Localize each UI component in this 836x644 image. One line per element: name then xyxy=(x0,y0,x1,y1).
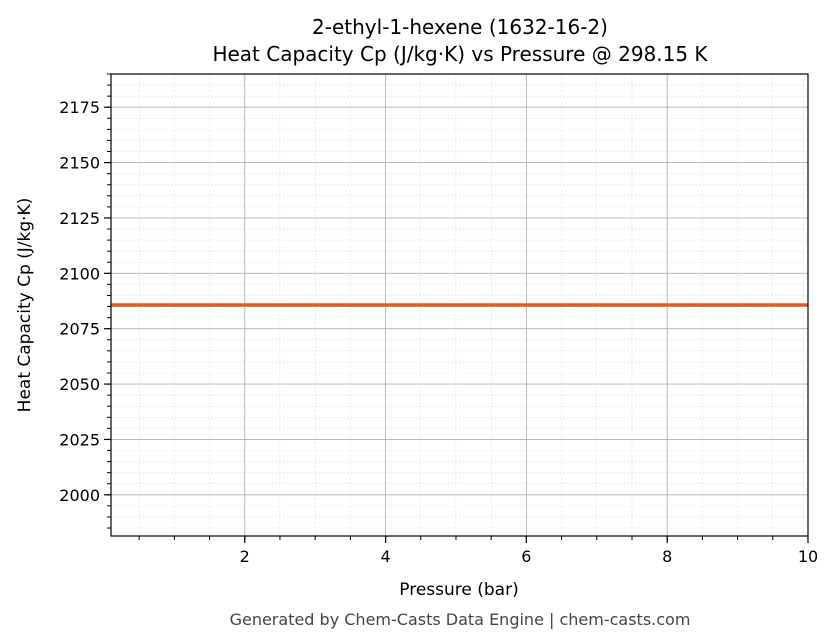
ticks: 2 4 6 8 10 2000 2025 2050 2075 2100 2125 2150 2175 xyxy=(59,73,818,566)
chart-title-line2: Heat Capacity Cp (J/kg·K) vs Pressure @ … xyxy=(212,42,708,66)
x-tick-label: 4 xyxy=(380,547,390,566)
x-tick-label: 8 xyxy=(662,547,672,566)
x-tick-label: 2 xyxy=(240,547,250,566)
x-tick-label: 10 xyxy=(798,547,818,566)
y-tick-label: 2025 xyxy=(59,430,100,449)
y-tick-label: 2075 xyxy=(59,320,100,339)
y-tick-label: 2150 xyxy=(59,154,100,173)
x-tick-label: 6 xyxy=(521,547,531,566)
x-axis-label: Pressure (bar) xyxy=(399,580,518,600)
footer-credit: Generated by Chem-Casts Data Engine | ch… xyxy=(230,610,691,629)
y-tick-label: 2100 xyxy=(59,264,100,283)
y-tick-label: 2050 xyxy=(59,375,100,394)
y-tick-label: 2125 xyxy=(59,209,100,228)
y-tick-label: 2175 xyxy=(59,98,100,117)
chart-title-line1: 2-ethyl-1-hexene (1632-16-2) xyxy=(312,15,608,39)
plot-frame xyxy=(110,73,809,537)
y-axis-label: Heat Capacity Cp (J/kg·K) xyxy=(15,198,35,413)
y-tick-label: 2000 xyxy=(59,486,100,505)
